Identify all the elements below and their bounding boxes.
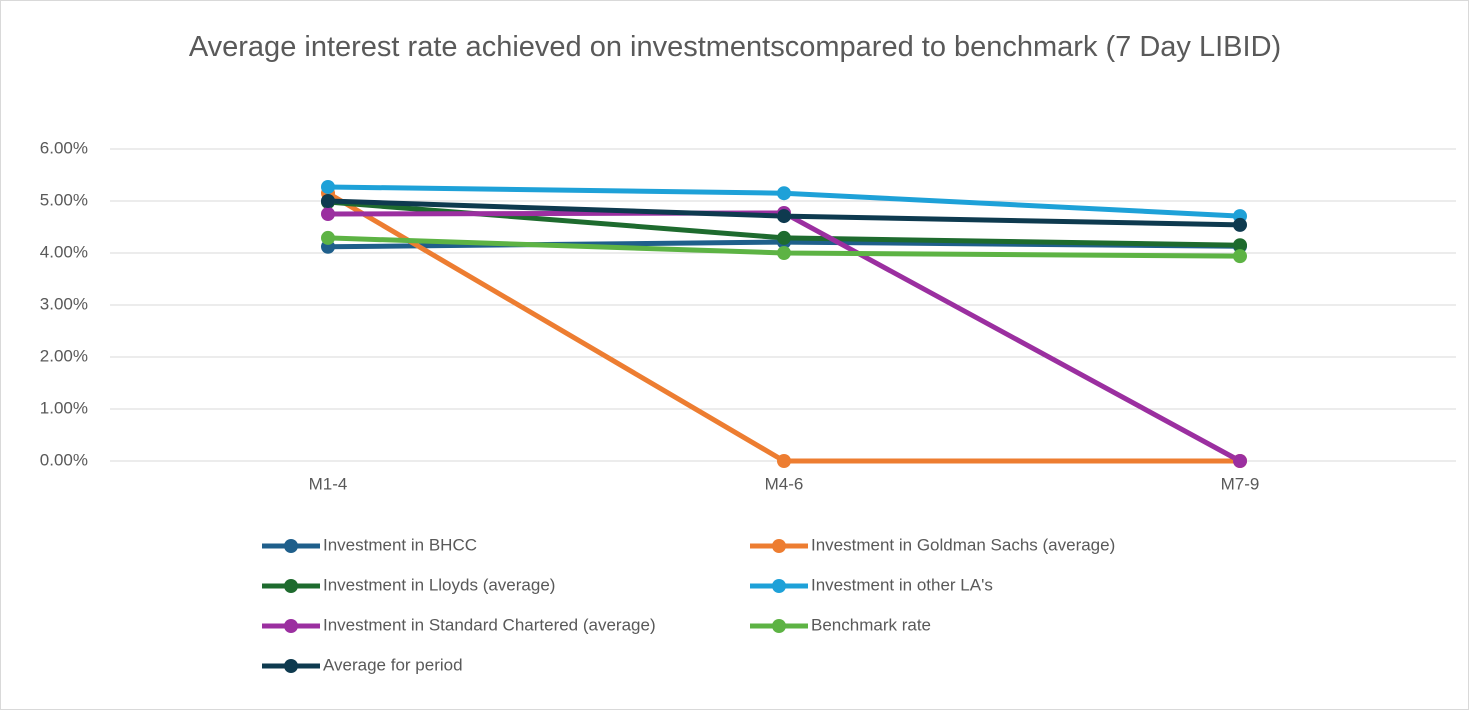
x-tick-label: M7-9 [1221, 474, 1260, 493]
x-tick-label: M1-4 [309, 474, 348, 493]
legend-marker [772, 619, 786, 633]
data-point [1233, 249, 1247, 264]
legend-label: Investment in Standard Chartered (averag… [323, 615, 656, 634]
legend-label: Investment in Lloyds (average) [323, 575, 555, 594]
y-tick-label: 2.00% [40, 346, 88, 365]
y-tick-label: 3.00% [40, 294, 88, 313]
data-point [777, 454, 791, 468]
legend-marker [284, 579, 298, 593]
legend-label: Investment in Goldman Sachs (average) [811, 535, 1115, 554]
data-point [1233, 454, 1247, 468]
data-point [1233, 217, 1247, 232]
y-tick-label: 4.00% [40, 242, 88, 261]
legend-label: Investment in other LA's [811, 575, 993, 594]
y-tick-label: 6.00% [40, 138, 88, 157]
legend-label: Benchmark rate [811, 615, 931, 634]
x-tick-label: M4-6 [765, 474, 804, 493]
data-point [321, 230, 335, 245]
legend-marker [284, 619, 298, 633]
legend-label: Average for period [323, 655, 463, 674]
y-tick-label: 1.00% [40, 398, 88, 417]
data-point [777, 186, 791, 201]
legend-label: Investment in BHCC [323, 535, 477, 554]
data-point [321, 179, 335, 194]
y-tick-label: 5.00% [40, 190, 88, 209]
data-point [777, 246, 791, 260]
y-tick-label: 0.00% [40, 450, 88, 469]
data-point [321, 207, 335, 221]
chart-title: Average interest rate achieved on invest… [188, 31, 1282, 63]
legend-marker [284, 659, 298, 673]
data-point [777, 209, 791, 224]
data-point [1233, 238, 1247, 253]
legend-marker [284, 539, 298, 553]
legend-marker [772, 579, 786, 593]
legend-marker [772, 539, 786, 553]
data-point [777, 230, 791, 245]
data-point [321, 194, 335, 208]
